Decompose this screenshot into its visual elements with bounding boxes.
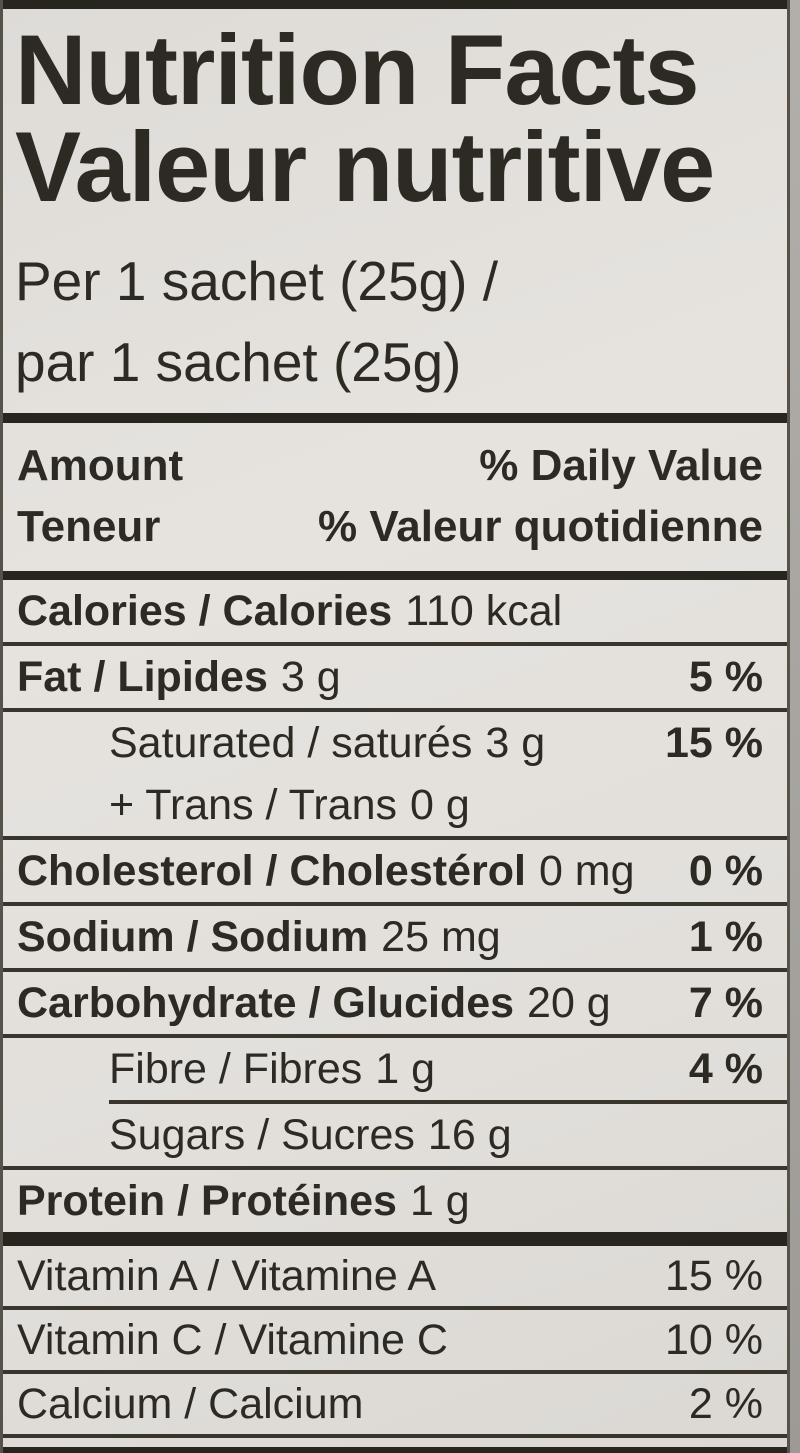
row-calcium: Calcium / Calcium 2 % (3, 1374, 787, 1434)
fibre-amount: 1 g (375, 1045, 436, 1093)
bottom-border-bar (3, 1447, 787, 1453)
daily-value-header-en: % Daily Value (479, 441, 763, 490)
title-english: Nutrition Facts (15, 14, 700, 125)
cholesterol-name: Cholesterol / Cholestérol (17, 847, 526, 895)
serving-size-french: par 1 sachet (25g) (15, 331, 462, 393)
carbohydrate-name: Carbohydrate / Glucides (17, 979, 515, 1027)
top-border-bar (3, 0, 787, 9)
row-vitamin-c: Vitamin C / Vitamine C 10 % (3, 1310, 787, 1370)
sugars-name: Sugars / Sucres (109, 1111, 415, 1159)
serving-size-english: Per 1 sachet (25g) / (15, 250, 499, 312)
sugars-amount: 16 g (427, 1111, 512, 1159)
vitamin-c-dv: 10 % (664, 1316, 763, 1364)
section-divider-thick (3, 413, 787, 423)
divider (3, 1034, 787, 1038)
calcium-name: Calcium / Calcium (17, 1380, 364, 1428)
fat-name: Fat / Lipides (17, 653, 268, 701)
cholesterol-amount: 0 mg (538, 847, 635, 895)
divider (3, 1166, 787, 1170)
row-vitamin-a: Vitamin A / Vitamine A 15 % (3, 1246, 787, 1306)
sodium-name: Sodium / Sodium (17, 913, 369, 961)
row-sugars: Sugars / Sucres 16 g (3, 1104, 787, 1166)
saturated-name: Saturated / saturés (109, 719, 473, 767)
calcium-dv: 2 % (688, 1380, 763, 1428)
divider (3, 1370, 787, 1374)
row-sodium: Sodium / Sodium 25 mg 1 % (3, 906, 787, 968)
column-header: Amount % Daily Value Teneur % Valeur quo… (3, 423, 787, 571)
amount-header-en: Amount (17, 441, 184, 490)
trans-name: + Trans / Trans (109, 781, 397, 829)
divider-indented (109, 1100, 787, 1104)
row-saturated-fat: Saturated / saturés 3 g 15 % (3, 712, 787, 774)
divider (3, 708, 787, 712)
vitamin-a-name: Vitamin A / Vitamine A (17, 1252, 437, 1300)
calories-amount: 110 kcal (405, 587, 563, 635)
divider (3, 642, 787, 646)
amount-header-fr: Teneur (17, 502, 161, 551)
cholesterol-dv: 0 % (688, 847, 763, 895)
carbohydrate-amount: 20 g (527, 979, 611, 1027)
divider (3, 902, 787, 906)
fibre-name: Fibre / Fibres (109, 1045, 363, 1093)
calories-name: Calories / Calories (17, 587, 393, 635)
row-trans-fat: + Trans / Trans 0 g (3, 774, 787, 836)
title-french: Valeur nutritive (15, 111, 715, 222)
trans-amount: 0 g (409, 781, 470, 829)
vitamin-c-name: Vitamin C / Vitamine C (17, 1316, 448, 1364)
serving-size-block: Per 1 sachet (25g) / par 1 sachet (25g) (15, 241, 787, 403)
row-carbohydrate: Carbohydrate / Glucides 20 g 7 % (3, 972, 787, 1034)
protein-name: Protein / Protéines (17, 1177, 397, 1225)
title-block: Nutrition Facts Valeur nutritive (15, 14, 787, 222)
fibre-dv: 4 % (688, 1045, 763, 1093)
sodium-amount: 25 mg (381, 913, 501, 961)
vitamin-a-dv: 15 % (664, 1252, 763, 1300)
saturated-dv: 15 % (664, 719, 763, 767)
fat-dv: 5 % (688, 653, 763, 701)
sodium-dv: 1 % (688, 913, 763, 961)
carbohydrate-dv: 7 % (688, 979, 763, 1027)
row-calories: Calories / Calories 110 kcal (3, 580, 787, 642)
micronutrient-divider-bar (3, 1232, 787, 1246)
daily-value-header-fr: % Valeur quotidienne (318, 502, 763, 551)
divider (3, 1434, 787, 1438)
divider (3, 968, 787, 972)
fat-amount: 3 g (280, 653, 341, 701)
header-divider-bar (3, 571, 787, 580)
protein-amount: 1 g (409, 1177, 470, 1225)
divider (3, 836, 787, 840)
row-fibre: Fibre / Fibres 1 g 4 % (3, 1038, 787, 1100)
saturated-amount: 3 g (485, 719, 546, 767)
row-cholesterol: Cholesterol / Cholestérol 0 mg 0 % (3, 840, 787, 902)
row-protein: Protein / Protéines 1 g (3, 1170, 787, 1232)
micronutrient-section: Vitamin A / Vitamine A 15 % Vitamin C / … (3, 1246, 787, 1453)
divider (3, 1306, 787, 1310)
row-fat: Fat / Lipides 3 g 5 % (3, 646, 787, 708)
